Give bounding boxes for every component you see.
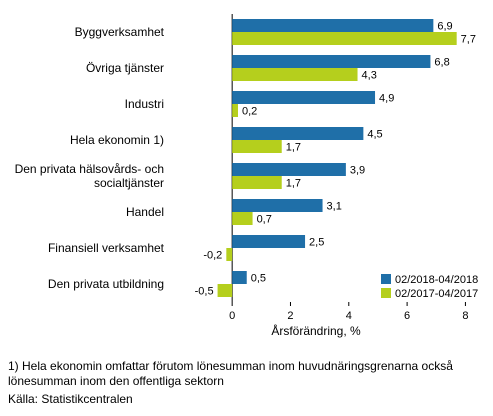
x-tick-label: 4 xyxy=(346,310,352,322)
footnote-line-1: 1) Hela ekonomin omfattar förutom lönesu… xyxy=(8,359,453,373)
data-label: 7,7 xyxy=(461,34,476,46)
bar-1-8 xyxy=(232,271,247,284)
x-tick-label: 0 xyxy=(229,310,235,322)
data-label: 6,9 xyxy=(437,21,452,33)
bar-2-3 xyxy=(232,104,238,117)
data-label: 1,7 xyxy=(286,142,301,154)
bar-2-6 xyxy=(232,212,253,225)
x-tick-label: 8 xyxy=(462,310,468,322)
bar-2-4 xyxy=(232,140,282,153)
bar-1-7 xyxy=(232,235,306,248)
source-note: Källa: Statistikcentralen xyxy=(8,392,133,406)
data-label: 4,9 xyxy=(379,93,394,105)
category-label-6: Handel xyxy=(126,205,164,219)
bar-2-8 xyxy=(217,284,233,297)
category-label-7: Finansiell verksamhet xyxy=(48,241,165,255)
bar-2-1 xyxy=(232,32,457,45)
data-label: 1,7 xyxy=(286,178,301,190)
bar-1-5 xyxy=(232,163,346,176)
data-label: 0,2 xyxy=(242,106,257,118)
data-label: 0,5 xyxy=(251,273,266,285)
category-label-line: socialtjänster xyxy=(94,176,164,190)
footnote: 1) Hela ekonomin omfattar förutom lönesu… xyxy=(8,359,488,389)
category-label-line: Den privata hälsovårds- och xyxy=(15,162,164,176)
data-label: 3,1 xyxy=(327,201,342,213)
legend-swatch-2 xyxy=(381,288,391,298)
category-label-1: Byggverksamhet xyxy=(75,25,165,39)
x-axis-title: Årsförändring, % xyxy=(271,323,361,338)
bar-1-1 xyxy=(232,19,434,32)
data-label: 6,8 xyxy=(434,57,449,69)
legend-label-1: 02/2018-04/2018 xyxy=(395,274,478,286)
data-label: 0,7 xyxy=(257,214,272,226)
legend-swatch-1 xyxy=(381,274,391,284)
category-label-2: Övriga tjänster xyxy=(86,61,164,75)
category-label-5: Den privata hälsovårds- och socialtjänste… xyxy=(15,162,164,190)
data-label: 4,5 xyxy=(367,129,382,141)
bar-1-6 xyxy=(232,199,323,212)
data-label: 2,5 xyxy=(309,237,324,249)
bar-2-5 xyxy=(232,176,282,189)
category-label-3: Industri xyxy=(125,97,164,111)
legend-label-2: 02/2017-04/2017 xyxy=(395,288,478,300)
x-tick-label: 6 xyxy=(404,310,410,322)
data-label: -0,5 xyxy=(195,286,214,298)
x-tick-label: 2 xyxy=(287,310,293,322)
data-label: 4,3 xyxy=(362,70,377,82)
category-label-8: Den privata utbildning xyxy=(48,277,164,291)
bar-1-2 xyxy=(232,55,431,68)
bar-2-7 xyxy=(226,248,233,261)
bar-2-2 xyxy=(232,68,358,81)
data-label: -0,2 xyxy=(203,250,222,262)
bar-1-4 xyxy=(232,127,364,140)
footnote-line-2: lönesumman inom den offentliga sektorn xyxy=(8,374,224,388)
bar-1-3 xyxy=(232,91,376,104)
data-label: 3,9 xyxy=(350,165,365,177)
category-label-4: Hela ekonomin 1) xyxy=(70,133,164,147)
